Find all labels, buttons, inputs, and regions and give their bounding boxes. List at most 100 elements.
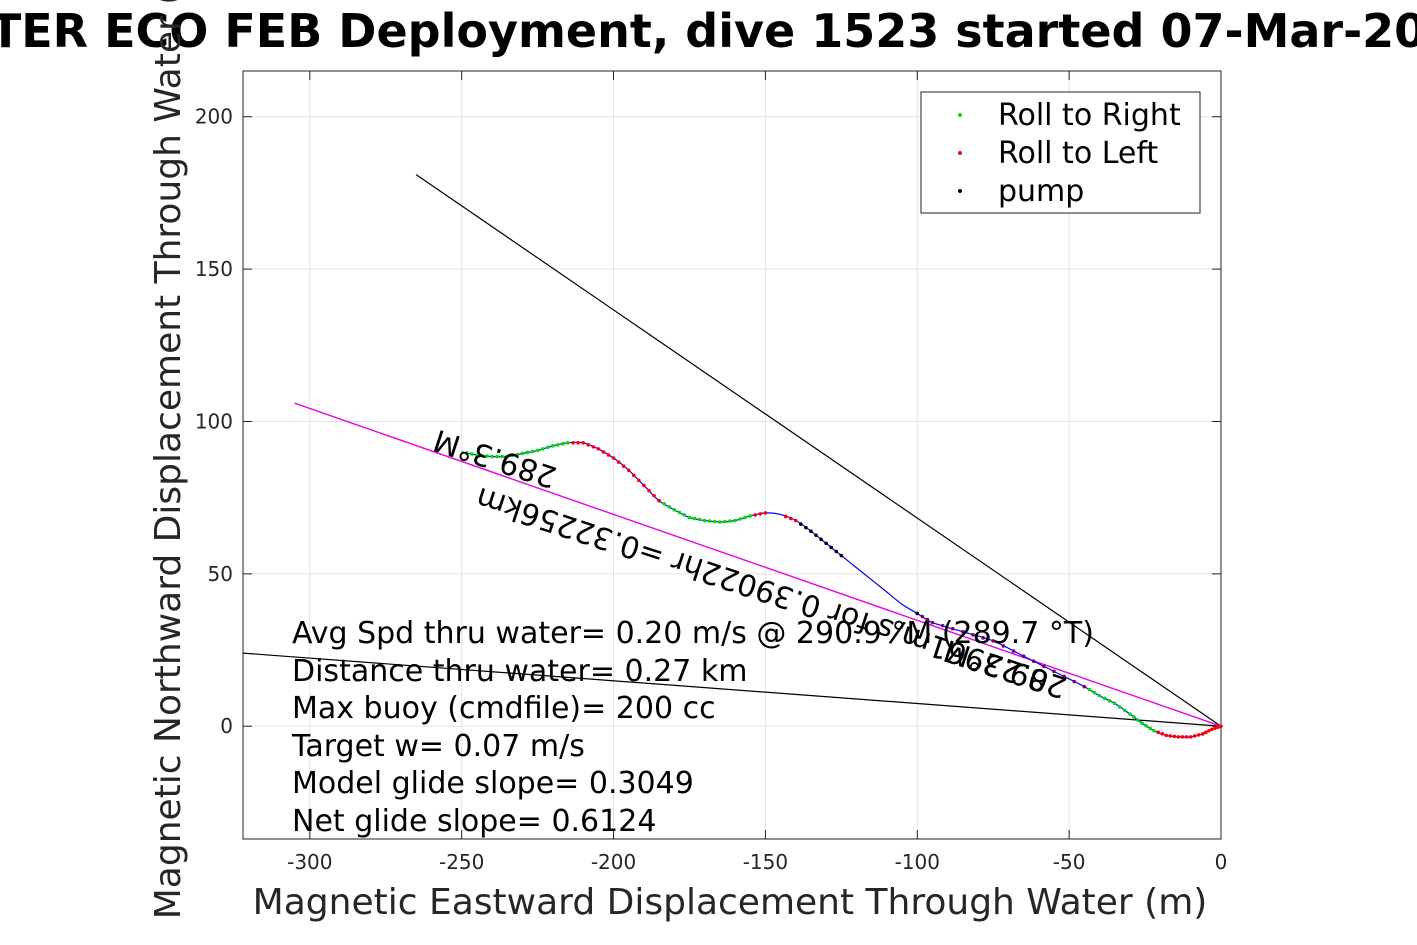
legend-label-pump: pump [998, 174, 1084, 209]
track-point [596, 447, 601, 451]
track-point [1156, 730, 1161, 735]
track-point [1216, 725, 1220, 730]
track-point [1123, 708, 1127, 713]
track-point [1001, 644, 1006, 648]
track-point [495, 454, 499, 459]
track-point [677, 510, 682, 515]
track-point [930, 620, 935, 625]
y-tick-label: 200 [195, 105, 233, 129]
track-point [1097, 693, 1102, 698]
legend-marker-roll-right [958, 113, 962, 117]
track-point [1188, 735, 1193, 739]
track-point [814, 533, 818, 538]
mean-track-line [294, 402, 1222, 727]
track-point [601, 450, 606, 454]
stat-avg-speed: Avg Spd thru water= 0.20 m/s @ 290.9 °M … [292, 616, 1094, 651]
track-point [707, 519, 712, 523]
track-point [672, 508, 677, 512]
track-point [576, 441, 580, 445]
track-point [1042, 664, 1046, 669]
track-point [464, 451, 469, 455]
track-point [1160, 732, 1165, 736]
stat-max-buoy: Max buoy (cmdfile)= 200 cc [292, 691, 716, 726]
track-point [1176, 735, 1181, 739]
track-point [551, 444, 555, 448]
track-point [697, 517, 702, 522]
legend-marker-pump [958, 189, 962, 193]
track-point [829, 545, 834, 550]
track-point [1148, 726, 1152, 731]
y-tick-labels: 0 50 100 150 200 [195, 105, 233, 739]
track-point [475, 453, 479, 457]
track-point [510, 453, 515, 458]
stat-net-glide-slope: Net glide slope= 0.6124 [292, 804, 656, 839]
track-point [1031, 659, 1036, 664]
y-tick-label: 100 [195, 409, 233, 433]
track-point [505, 454, 510, 459]
track-point [1107, 699, 1112, 703]
track-point [1136, 718, 1140, 722]
track-point [728, 519, 732, 523]
track-point [545, 445, 550, 450]
track-point [500, 454, 504, 459]
track-point [799, 522, 803, 526]
track-point [1092, 690, 1097, 695]
track-point [758, 512, 763, 516]
legend: Roll to Right Roll to Left pump [920, 91, 1201, 214]
track-point [702, 518, 707, 523]
track-point [940, 623, 945, 628]
track-point [611, 456, 616, 460]
track-point [647, 488, 651, 493]
track-point [1219, 724, 1223, 729]
legend-label-roll-left: Roll to Left [998, 136, 1158, 171]
track-point [586, 443, 591, 447]
track-point [556, 443, 560, 447]
track-point [1196, 733, 1201, 737]
x-tick-label: -150 [743, 850, 788, 874]
stat-distance: Distance thru water= 0.27 km [292, 654, 747, 689]
track-point [687, 515, 692, 520]
track-point [561, 442, 565, 446]
track-point [1168, 734, 1173, 738]
track-point [490, 454, 494, 459]
legend-marker-roll-left [958, 151, 962, 155]
x-tick-label: -250 [439, 850, 484, 874]
track-point [652, 493, 656, 498]
track-point [631, 473, 636, 478]
y-axis-label: Magnetic Northward Displacement Through … [148, 0, 189, 919]
x-tick-label: -200 [591, 850, 636, 874]
track-point [1072, 679, 1076, 684]
track-point [920, 614, 925, 619]
track-point [1210, 727, 1214, 732]
legend-label-roll-right: Roll to Right [998, 98, 1181, 133]
track-point [606, 453, 611, 457]
stat-target-w: Target w= 0.07 m/s [291, 729, 585, 764]
track-point [723, 519, 727, 524]
track-point [1200, 732, 1205, 736]
track-point [626, 468, 631, 473]
track-point [525, 450, 530, 455]
x-tick-label: -300 [287, 850, 332, 874]
track-point [535, 448, 540, 453]
x-axis-label: Magnetic Eastward Displacement Through W… [253, 882, 1208, 923]
track-point [819, 537, 823, 542]
track-point [637, 478, 641, 483]
track-point [657, 498, 661, 503]
track-point [809, 529, 813, 533]
track-point [566, 441, 570, 445]
track-point [485, 454, 489, 458]
track-point [1184, 735, 1189, 739]
track-point [712, 519, 717, 524]
track-point [1102, 696, 1107, 701]
track-point [1021, 654, 1026, 658]
track-point [788, 516, 793, 521]
track-point [1112, 701, 1117, 706]
y-tick-label: 0 [220, 714, 233, 738]
track-point [470, 452, 474, 456]
track-point [1144, 723, 1148, 728]
track-point [1152, 729, 1156, 733]
heading-line-3 [242, 652, 1222, 727]
track-point [1128, 712, 1132, 716]
track-point [971, 633, 975, 637]
